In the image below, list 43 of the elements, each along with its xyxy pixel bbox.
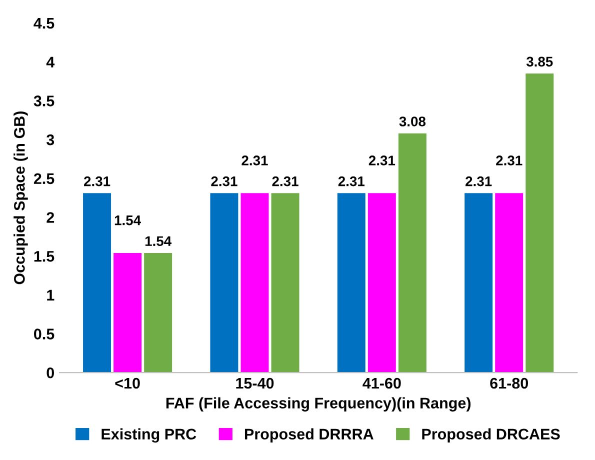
bar xyxy=(398,133,426,373)
data-label: 3.85 xyxy=(526,56,553,67)
x-tick-label: 15-40 xyxy=(236,378,274,389)
bar xyxy=(526,74,554,373)
bar xyxy=(240,193,269,373)
x-tick-label: 41-60 xyxy=(362,378,401,389)
legend-label: Proposed DRRRA xyxy=(244,428,374,443)
data-label: 2.31 xyxy=(338,176,365,186)
data-label: 1.54 xyxy=(114,216,141,226)
data-label: 1.54 xyxy=(145,236,172,246)
bar xyxy=(144,252,172,373)
bar xyxy=(83,193,112,373)
y-tick-label: 2 xyxy=(46,212,54,223)
data-label: 2.31 xyxy=(242,156,268,166)
data-label: 2.31 xyxy=(368,156,396,166)
bar xyxy=(495,193,524,373)
bar xyxy=(368,193,396,373)
x-tick-label: 61-80 xyxy=(490,378,528,389)
bar xyxy=(271,193,300,373)
data-label: 3.08 xyxy=(399,116,426,126)
x-tick-label: <10 xyxy=(115,378,140,389)
y-tick-label: 2.5 xyxy=(34,173,54,184)
data-label: 2.31 xyxy=(496,156,522,166)
y-tick-label: 0.5 xyxy=(34,328,54,340)
bar xyxy=(337,193,366,373)
x-axis-title: FAF (File Accessing Frequency)(in Range) xyxy=(166,397,471,412)
bar xyxy=(210,193,238,373)
y-tick-label: 4 xyxy=(46,56,55,68)
bar xyxy=(464,193,493,373)
y-tick-label: 4.5 xyxy=(34,18,54,29)
data-label: 2.31 xyxy=(84,176,110,186)
y-tick-label: 3.5 xyxy=(34,96,54,106)
legend-label: Proposed DRCAES xyxy=(422,428,560,443)
bar xyxy=(114,252,142,373)
y-tick-label: 0 xyxy=(46,367,54,378)
data-label: 2.31 xyxy=(211,176,238,186)
y-tick-label: 1.5 xyxy=(34,251,54,262)
y-tick-label: 1 xyxy=(47,290,54,300)
data-label: 2.31 xyxy=(272,176,298,186)
y-axis-title: Occupied Space (in GB) xyxy=(14,112,28,284)
legend-label: Existing PRC xyxy=(102,428,196,443)
data-label: 2.31 xyxy=(466,176,492,186)
y-tick-label: 3 xyxy=(46,134,54,146)
